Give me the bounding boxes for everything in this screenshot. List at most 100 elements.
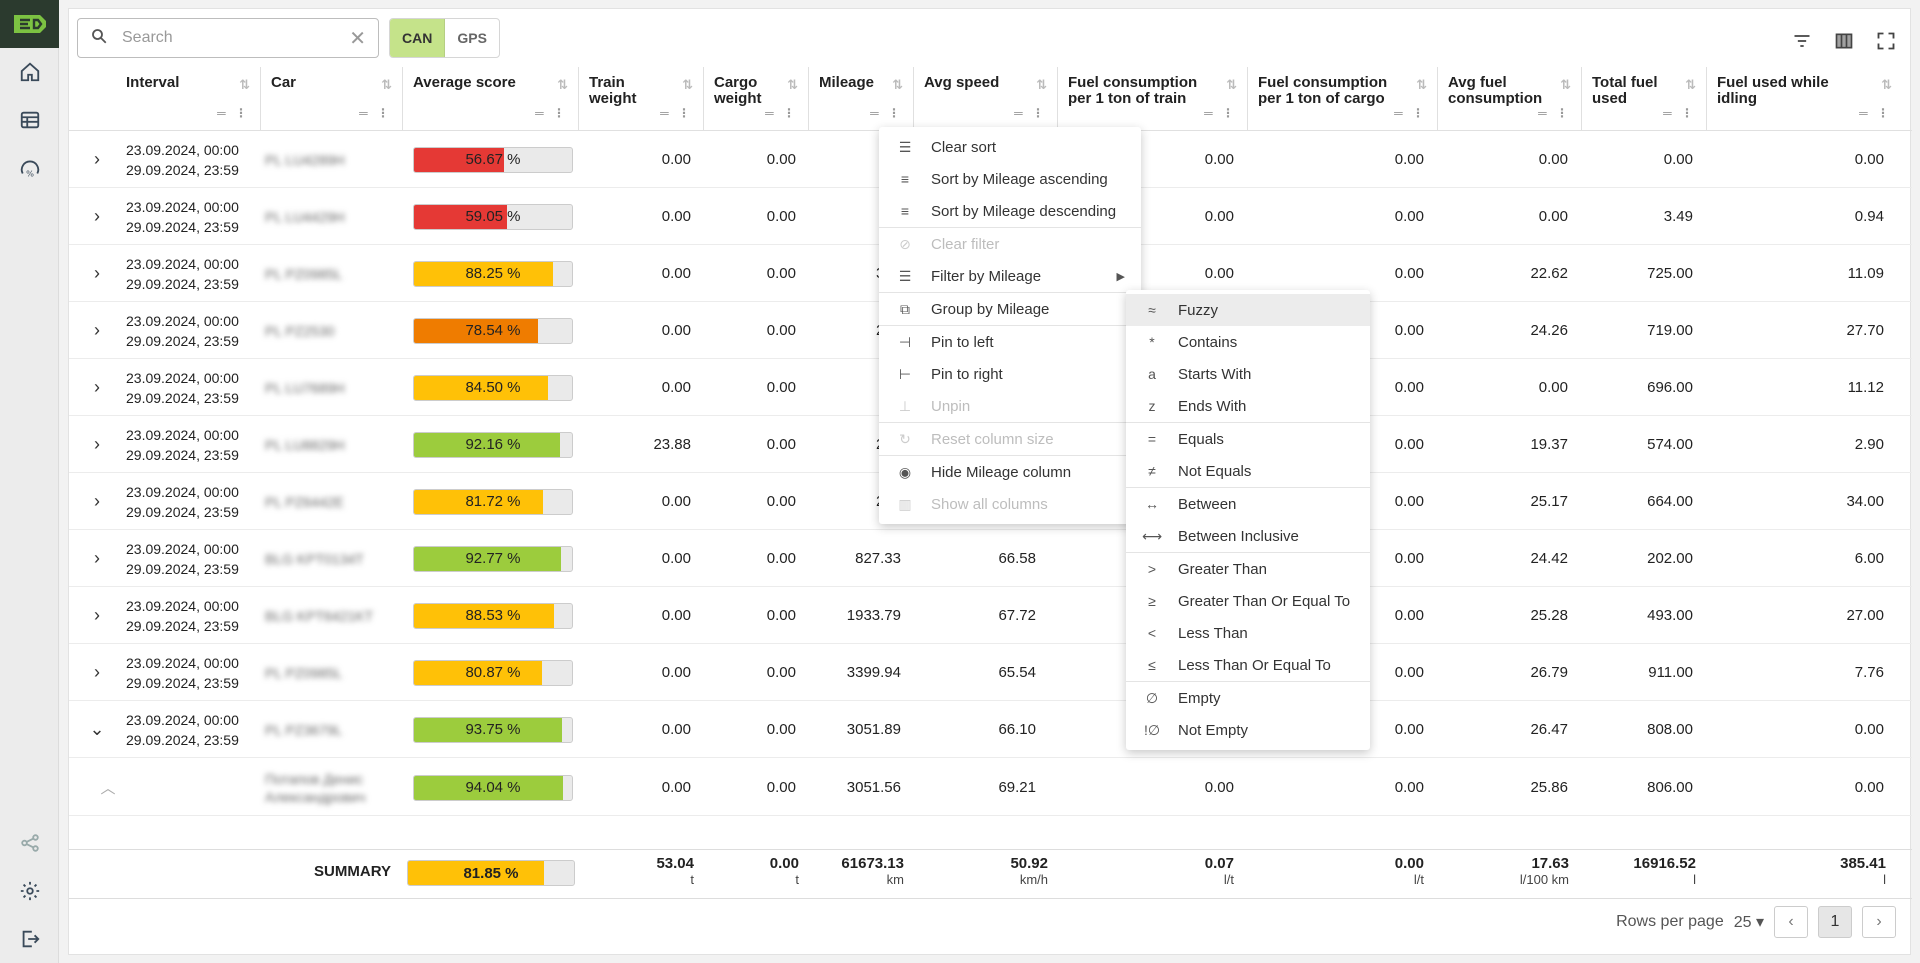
- menu-sort-desc[interactable]: ≡ Sort by Mileage descending: [879, 195, 1141, 227]
- columns-icon[interactable]: [1834, 31, 1854, 55]
- expand-icon[interactable]: ›: [94, 377, 100, 397]
- app-logo[interactable]: [0, 0, 59, 48]
- eco-score-icon[interactable]: %: [0, 144, 59, 192]
- rows-per-page-select[interactable]: 25 ▾: [1734, 912, 1764, 932]
- filter-option-between-inclusive[interactable]: ⟷ Between Inclusive: [1126, 520, 1370, 552]
- column-menu-icon[interactable]: ═ ⋮: [359, 106, 392, 120]
- column-header-fuel-per-ton-cargo[interactable]: Fuel consumption per 1 ton of cargo ⇅ ═ ⋮: [1248, 67, 1438, 131]
- filter-option-greater-than[interactable]: > Greater Than: [1126, 553, 1370, 585]
- sort-icon[interactable]: ⇅: [1416, 77, 1427, 92]
- expand-open-icon[interactable]: ⌄: [89, 719, 105, 739]
- fullscreen-icon[interactable]: [1876, 31, 1896, 55]
- column-header-avg-speed[interactable]: Avg speed ⇅ ═ ⋮: [914, 67, 1058, 131]
- mode-can-button[interactable]: CAN: [390, 19, 446, 57]
- filter-icon[interactable]: [1792, 31, 1812, 55]
- column-header-car[interactable]: Car ⇅ ═ ⋮: [261, 67, 403, 131]
- column-menu-icon[interactable]: ═ ⋮: [217, 106, 250, 120]
- table-row[interactable]: › 23.09.2024, 00:00 29.09.2024, 23:59 BLG K…: [69, 530, 1912, 587]
- filter-option-fuzzy[interactable]: ≈ Fuzzy: [1126, 294, 1370, 326]
- menu-pin-right[interactable]: ⊢ Pin to right: [879, 358, 1141, 390]
- expand-icon[interactable]: ›: [94, 491, 100, 511]
- column-menu-icon[interactable]: ═ ⋮: [660, 106, 693, 120]
- column-menu-icon[interactable]: ═ ⋮: [1538, 106, 1571, 120]
- filter-option-not-equals[interactable]: ≠ Not Equals: [1126, 455, 1370, 487]
- column-menu-icon[interactable]: ═ ⋮: [535, 106, 568, 120]
- filter-option-ends-with[interactable]: z Ends With: [1126, 390, 1370, 422]
- fuel-per-ton-cargo-value: 0.00: [1394, 379, 1424, 396]
- menu-hide-column[interactable]: ◉ Hide Mileage column: [879, 456, 1141, 488]
- prev-page-button[interactable]: ‹: [1774, 906, 1808, 938]
- filter-option-greater-than-or-equal-to[interactable]: ≥ Greater Than Or Equal To: [1126, 585, 1370, 617]
- expand-icon[interactable]: ›: [94, 320, 100, 340]
- collapse-icon[interactable]: ︿: [100, 780, 116, 797]
- home-icon[interactable]: [0, 48, 59, 96]
- sort-icon[interactable]: ⇅: [892, 77, 903, 92]
- sort-icon[interactable]: ⇅: [682, 77, 693, 92]
- sort-icon[interactable]: ⇅: [1560, 77, 1571, 92]
- expand-icon[interactable]: ›: [94, 149, 100, 169]
- table-row[interactable]: › 23.09.2024, 00:00 29.09.2024, 23:59 PL PZ…: [69, 644, 1912, 701]
- table-row[interactable]: › 23.09.2024, 00:00 29.09.2024, 23:59 BLG K…: [69, 587, 1912, 644]
- column-header-avg-fuel[interactable]: Avg fuel consumption ⇅ ═ ⋮: [1438, 67, 1582, 131]
- filter-option-less-than-or-equal-to[interactable]: ≤ Less Than Or Equal To: [1126, 649, 1370, 681]
- clear-search-icon[interactable]: ✕: [349, 27, 366, 50]
- column-menu-icon[interactable]: ═ ⋮: [1204, 106, 1237, 120]
- expand-icon[interactable]: ›: [94, 662, 100, 682]
- column-menu-icon[interactable]: ═ ⋮: [1394, 106, 1427, 120]
- expand-icon[interactable]: ›: [94, 548, 100, 568]
- filter-option-less-than[interactable]: < Less Than: [1126, 617, 1370, 649]
- current-page-button[interactable]: 1: [1818, 906, 1852, 938]
- column-menu-icon[interactable]: ═ ⋮: [1859, 106, 1892, 120]
- column-menu-icon[interactable]: ═ ⋮: [1663, 106, 1696, 120]
- sort-icon[interactable]: ⇅: [787, 77, 798, 92]
- expand-icon[interactable]: ›: [94, 206, 100, 226]
- expand-icon[interactable]: ›: [94, 434, 100, 454]
- column-header-train-weight[interactable]: Train weight ⇅ ═ ⋮: [579, 67, 704, 131]
- column-header-total-fuel[interactable]: Total fuel used ⇅ ═ ⋮: [1582, 67, 1707, 131]
- table-row[interactable]: › 23.09.2024, 00:00 29.09.2024, 23:59 PL LU…: [69, 188, 1912, 245]
- settings-icon[interactable]: [0, 867, 59, 915]
- sort-icon[interactable]: ⇅: [1685, 77, 1696, 92]
- logout-icon[interactable]: [0, 915, 59, 963]
- filter-option-not-empty[interactable]: !∅ Not Empty: [1126, 714, 1370, 746]
- menu-pin-left[interactable]: ⊣ Pin to left: [879, 326, 1141, 358]
- filter-option-contains[interactable]: * Contains: [1126, 326, 1370, 358]
- column-title: Interval: [126, 74, 180, 91]
- table-icon[interactable]: [0, 96, 59, 144]
- menu-clear-sort[interactable]: ☰ Clear sort: [879, 131, 1141, 163]
- sort-icon[interactable]: ⇅: [239, 77, 250, 92]
- filter-option-between[interactable]: ↔ Between: [1126, 488, 1370, 520]
- table-row[interactable]: › 23.09.2024, 00:00 29.09.2024, 23:59 PL LU…: [69, 131, 1912, 188]
- next-page-button[interactable]: ›: [1862, 906, 1896, 938]
- sort-icon[interactable]: ⇅: [381, 77, 392, 92]
- expand-icon[interactable]: ›: [94, 605, 100, 625]
- table-row[interactable]: ⌄ 23.09.2024, 00:00 29.09.2024, 23:59 PL PZ…: [69, 701, 1912, 758]
- column-menu-icon[interactable]: ═ ⋮: [765, 106, 798, 120]
- column-header-interval[interactable]: Interval ⇅ ═ ⋮: [69, 67, 261, 131]
- column-header-fuel-idling[interactable]: Fuel used while idling ⇅ ═ ⋮: [1707, 67, 1902, 131]
- column-menu-icon[interactable]: ═ ⋮: [1014, 106, 1047, 120]
- table-row[interactable]: › 23.09.2024, 00:00 29.09.2024, 23:59 PL PZ…: [69, 302, 1912, 359]
- mode-gps-button[interactable]: GPS: [457, 30, 487, 46]
- column-header-fuel-per-ton-train[interactable]: Fuel consumption per 1 ton of train ⇅ ═ ⋮: [1058, 67, 1248, 131]
- expand-icon[interactable]: ›: [94, 263, 100, 283]
- menu-group-by[interactable]: ⧉ Group by Mileage: [879, 293, 1141, 325]
- search-icon: [90, 27, 108, 49]
- share-icon[interactable]: [0, 819, 59, 867]
- column-menu-icon[interactable]: ═ ⋮: [870, 106, 903, 120]
- table-row[interactable]: › 23.09.2024, 00:00 29.09.2024, 23:59 PL PZ…: [69, 245, 1912, 302]
- sort-icon[interactable]: ⇅: [1036, 77, 1047, 92]
- column-header-mileage[interactable]: Mileage ⇅ ═ ⋮: [809, 67, 914, 131]
- filter-option-starts-with[interactable]: a Starts With: [1126, 358, 1370, 390]
- menu-filter-by[interactable]: ☰ Filter by Mileage ▶: [879, 260, 1141, 292]
- sort-icon[interactable]: ⇅: [557, 77, 568, 92]
- sort-icon[interactable]: ⇅: [1226, 77, 1237, 92]
- table-row[interactable]: › 23.09.2024, 00:00 29.09.2024, 23:59 PL PZ…: [69, 473, 1912, 530]
- filter-option-equals[interactable]: = Equals: [1126, 423, 1370, 455]
- filter-option-empty[interactable]: ∅ Empty: [1126, 682, 1370, 714]
- column-header-average-score[interactable]: Average score ⇅ ═ ⋮: [403, 67, 579, 131]
- sort-icon[interactable]: ⇅: [1881, 77, 1892, 92]
- column-header-cargo-weight[interactable]: Cargo weight ⇅ ═ ⋮: [704, 67, 809, 131]
- menu-sort-asc[interactable]: ≡ Sort by Mileage ascending: [879, 163, 1141, 195]
- search-input[interactable]: Search ✕: [77, 18, 379, 58]
